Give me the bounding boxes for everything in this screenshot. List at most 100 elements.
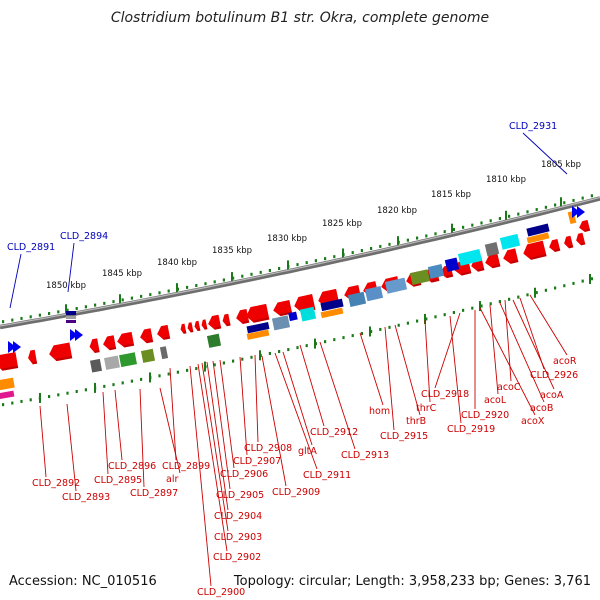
- gene-label-CLD_2893: CLD_2893: [62, 492, 110, 503]
- outer-track-dot: [112, 300, 115, 304]
- gene-label-CLD_2897: CLD_2897: [130, 488, 178, 499]
- outer-track-dot: [232, 276, 235, 280]
- inner-track-dot: [416, 319, 419, 323]
- gene-label-CLD_2908: CLD_2908: [244, 443, 292, 454]
- gene-arrow-23-shade: [431, 278, 440, 283]
- outer-track-dot: [11, 318, 14, 322]
- inner-track-dot: [590, 277, 593, 281]
- outer-track-dot: [554, 203, 557, 207]
- gene-arrow-30-body: [549, 238, 561, 252]
- gene-block-18-body: [409, 269, 431, 286]
- outer-track-dot: [452, 227, 455, 231]
- inner-track-dot: [462, 308, 465, 312]
- inner-track-dot: [278, 350, 281, 354]
- gene-block-18: [409, 269, 431, 286]
- leader-CLD_2893: [66, 403, 77, 492]
- inner-track-dot: [75, 389, 78, 393]
- outer-track-dot: [462, 225, 465, 229]
- gene-label-CLD_2894: CLD_2894: [60, 231, 108, 242]
- gene-arrow-2: [49, 342, 73, 362]
- gene-arrow-4-body: [103, 335, 117, 351]
- inner-track-dot: [351, 334, 354, 338]
- gene-arrow-31-body: [564, 235, 574, 249]
- leader-acoR: [529, 294, 568, 356]
- outer-track-dot: [581, 196, 584, 200]
- outer-track-dot: [195, 284, 198, 288]
- inner-track-dot: [167, 372, 170, 376]
- gene-block-20: [444, 257, 460, 272]
- inner-track-dot: [176, 370, 179, 374]
- inner-track-dot: [121, 381, 124, 385]
- gene-label-CLD_2891: CLD_2891: [7, 242, 55, 253]
- gene-arrow-13-shade: [226, 323, 231, 327]
- gene-arrow-5-body: [117, 331, 135, 348]
- inner-track-dot: [498, 300, 501, 304]
- leader-CLD_2906: [219, 359, 235, 469]
- leader-CLD_2905: [212, 360, 231, 490]
- gene-label-CLD_2909: CLD_2909: [272, 487, 320, 498]
- blue-arrow-CLD_2891-b: [13, 341, 21, 353]
- inner-track-dot: [397, 323, 400, 327]
- inner-track-dot: [471, 306, 474, 310]
- gene-block-25-body: [526, 232, 550, 244]
- inner-track-dot: [241, 357, 244, 361]
- gene-block-23: [499, 233, 521, 250]
- inner-track-dot: [213, 363, 216, 367]
- inner-track-dot: [29, 398, 32, 402]
- gene-arrow-10-body: [194, 320, 201, 332]
- outer-track-dot: [351, 251, 354, 255]
- gene-arrow-0-shade: [2, 365, 19, 371]
- leader-acoA: [512, 299, 555, 390]
- outer-track-dot: [314, 259, 317, 263]
- gene-arrow-3-shade: [94, 349, 100, 354]
- kbp-label-k1825: 1825 kbp: [322, 219, 362, 229]
- outer-track-dot: [498, 217, 501, 221]
- inner-track-dot: [563, 284, 566, 288]
- outer-track-dot: [572, 198, 575, 202]
- inner-track-dot: [581, 279, 584, 283]
- gene-block-17-body: [384, 277, 408, 294]
- gene-arrow-4: [103, 335, 117, 351]
- inner-track-dot: [324, 340, 327, 344]
- topology-summary: Topology: circular; Length: 3,958,233 bp…: [233, 574, 591, 589]
- gene-block-4-body: [119, 352, 137, 368]
- inner-track-dot: [195, 367, 198, 371]
- gene-block-16-body: [364, 285, 384, 302]
- blue-arrow-CLD_2931-a: [572, 206, 580, 218]
- gene-block-10: [271, 315, 291, 331]
- kbp-label-k1835: 1835 kbp: [212, 246, 252, 256]
- gene-block-21: [457, 249, 483, 266]
- gene-block-0: [0, 377, 15, 391]
- gene-label-alr: alr: [166, 474, 178, 485]
- inner-track-dot: [508, 297, 511, 301]
- outer-track-dot: [103, 301, 106, 305]
- leader-gltA: [282, 351, 313, 446]
- gene-arrow-6-body: [140, 328, 154, 344]
- gene-label-CLD_2912: CLD_2912: [310, 427, 358, 438]
- gene-block-6: [159, 346, 169, 360]
- outer-track-dot: [379, 244, 382, 248]
- inner-track-dot: [112, 383, 115, 387]
- outer-track-dot: [20, 316, 23, 320]
- inner-track-dot: [517, 295, 520, 299]
- leader-CLD_2926: [519, 297, 545, 370]
- inner-track-dot: [406, 321, 409, 325]
- leader-CLD_2909: [261, 355, 287, 487]
- gene-block-25: [526, 232, 550, 244]
- blue-arrow-CLD_2891-a: [8, 341, 16, 353]
- gene-label-CLD_2896: CLD_2896: [108, 461, 156, 472]
- gene-arrow-9-shade: [190, 329, 194, 333]
- gene-arrow-5: [117, 331, 135, 348]
- gene-label-CLD_2913: CLD_2913: [341, 450, 389, 461]
- inner-track-dot: [342, 336, 345, 340]
- inner-track-dot: [305, 344, 308, 348]
- gene-arrow-27-shade: [492, 264, 501, 269]
- gene-label-CLD_2903: CLD_2903: [214, 532, 262, 543]
- gene-arrow-22-shade: [413, 282, 422, 287]
- outer-track-dot: [186, 285, 189, 289]
- gene-label-CLD_2900: CLD_2900: [197, 587, 245, 598]
- inner-track-dot: [84, 388, 87, 392]
- gene-label-CLD_2899: CLD_2899: [162, 461, 210, 472]
- map-title: Clostridium botulinum B1 str. Okra, comp…: [110, 10, 490, 26]
- gene-block-21-body: [457, 249, 483, 266]
